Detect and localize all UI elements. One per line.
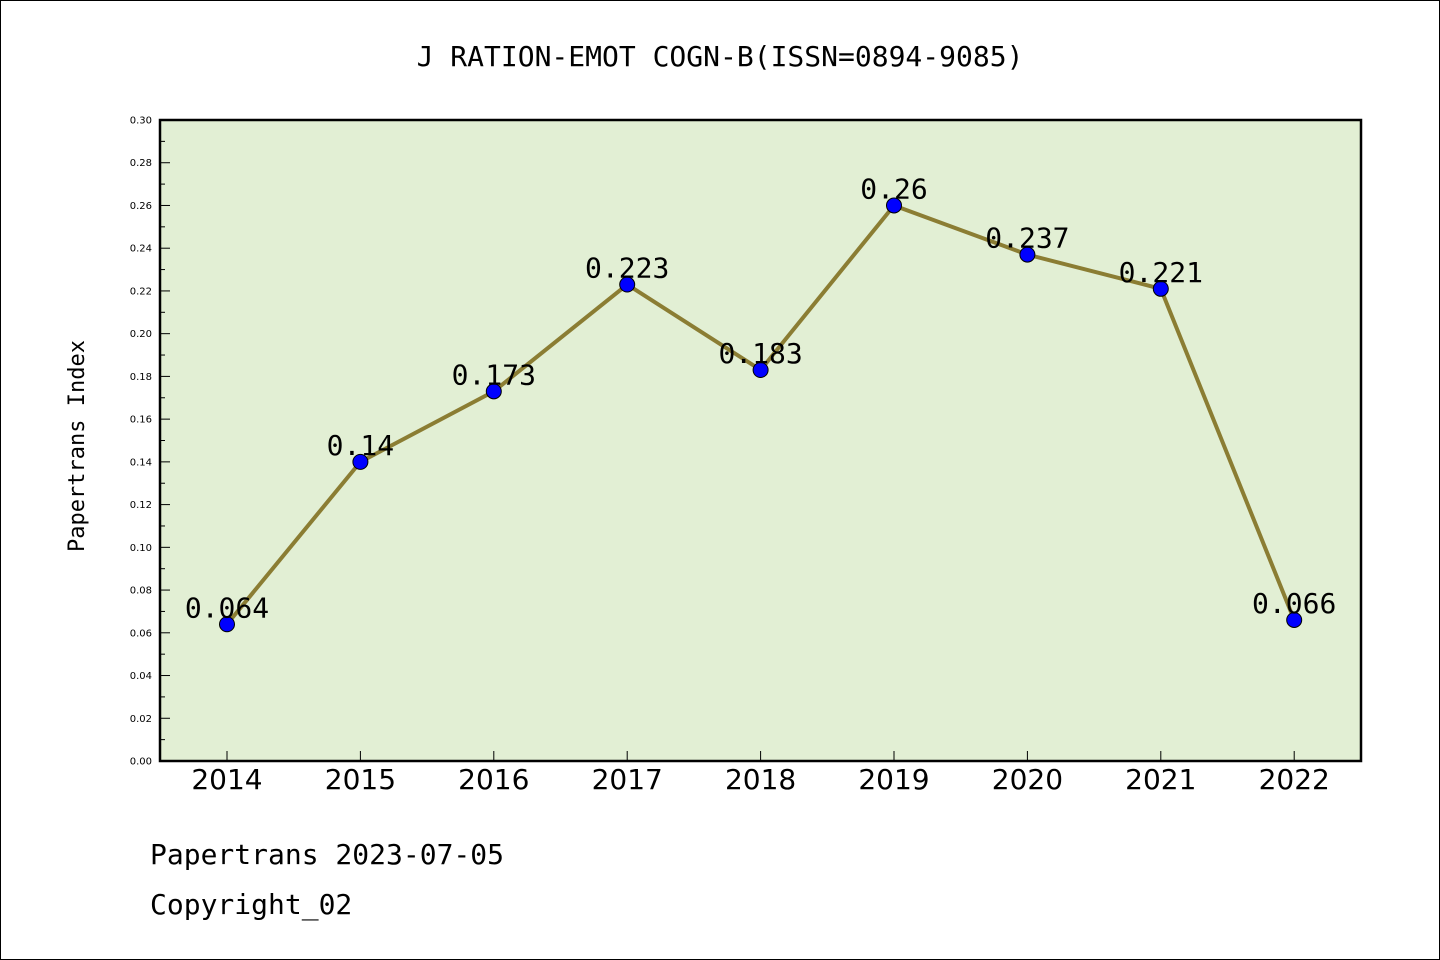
data-label: 0.14 <box>327 429 394 462</box>
y-tick-label: 0.18 <box>130 372 152 383</box>
y-tick-label: 0.08 <box>130 586 152 597</box>
data-label: 0.237 <box>985 222 1069 255</box>
data-label: 0.064 <box>185 591 269 624</box>
y-tick-label: 0.12 <box>130 500 152 511</box>
x-tick-label: 2017 <box>592 763 663 796</box>
x-tick-label: 2016 <box>458 763 529 796</box>
x-tick-label: 2014 <box>191 763 262 796</box>
data-label: 0.066 <box>1252 587 1336 620</box>
data-point <box>619 276 636 293</box>
plot-area <box>158 118 1363 763</box>
y-tick-label: 0.22 <box>130 286 152 297</box>
y-tick-label: 0.06 <box>130 628 152 639</box>
y-tick-label: 0.26 <box>130 201 152 212</box>
data-point <box>352 453 369 470</box>
y-tick-label: 0.20 <box>130 329 152 340</box>
y-tick-label: 0.04 <box>130 671 152 682</box>
y-tick-label: 0.14 <box>130 457 152 468</box>
data-label: 0.223 <box>585 252 669 285</box>
x-tick-label: 2018 <box>725 763 796 796</box>
y-tick-label: 0.28 <box>130 158 152 169</box>
data-label: 0.183 <box>718 337 802 370</box>
data-point <box>485 383 502 400</box>
data-label: 0.221 <box>1119 256 1203 289</box>
data-label: 0.173 <box>452 358 536 391</box>
chart-title: J RATION-EMOT COGN-B(ISSN=0894-9085) <box>417 40 1024 73</box>
data-point <box>1019 246 1036 263</box>
x-tick-label: 2019 <box>858 763 929 796</box>
data-point <box>219 616 235 633</box>
data-point <box>1152 280 1169 297</box>
x-tick-label: 2021 <box>1125 763 1196 796</box>
footer-date: Papertrans 2023-07-05 <box>150 838 504 871</box>
data-markers <box>219 197 1303 633</box>
x-axis-ticks: 2014 2015 2016 2017 2018 2019 2020 2021 2022 <box>191 751 1330 796</box>
y-tick-label: 0.00 <box>130 757 152 768</box>
data-labels: 0.064 0.14 0.173 0.223 0.183 0.26 0.237 0.221 0.… <box>185 172 1336 624</box>
x-tick-label: 2015 <box>325 763 396 796</box>
y-axis-label: Papertrans Index <box>65 340 90 552</box>
x-tick-label: 2020 <box>992 763 1063 796</box>
data-point <box>1286 611 1303 628</box>
y-tick-label: 0.10 <box>130 543 152 554</box>
y-axis-ticks: 0.00 0.02 0.04 0.06 0.08 0.10 0.12 0.14 0.16 0.18… <box>130 116 170 768</box>
footer-copyright: Copyright_02 <box>150 888 352 922</box>
x-tick-label: 2022 <box>1259 763 1330 796</box>
y-tick-label: 0.16 <box>130 415 152 426</box>
data-label: 0.26 <box>860 172 927 205</box>
y-tick-label: 0.24 <box>130 244 152 255</box>
y-tick-label: 0.30 <box>130 116 152 127</box>
data-point <box>752 361 769 378</box>
data-point <box>886 197 902 214</box>
y-tick-label: 0.02 <box>130 714 152 725</box>
